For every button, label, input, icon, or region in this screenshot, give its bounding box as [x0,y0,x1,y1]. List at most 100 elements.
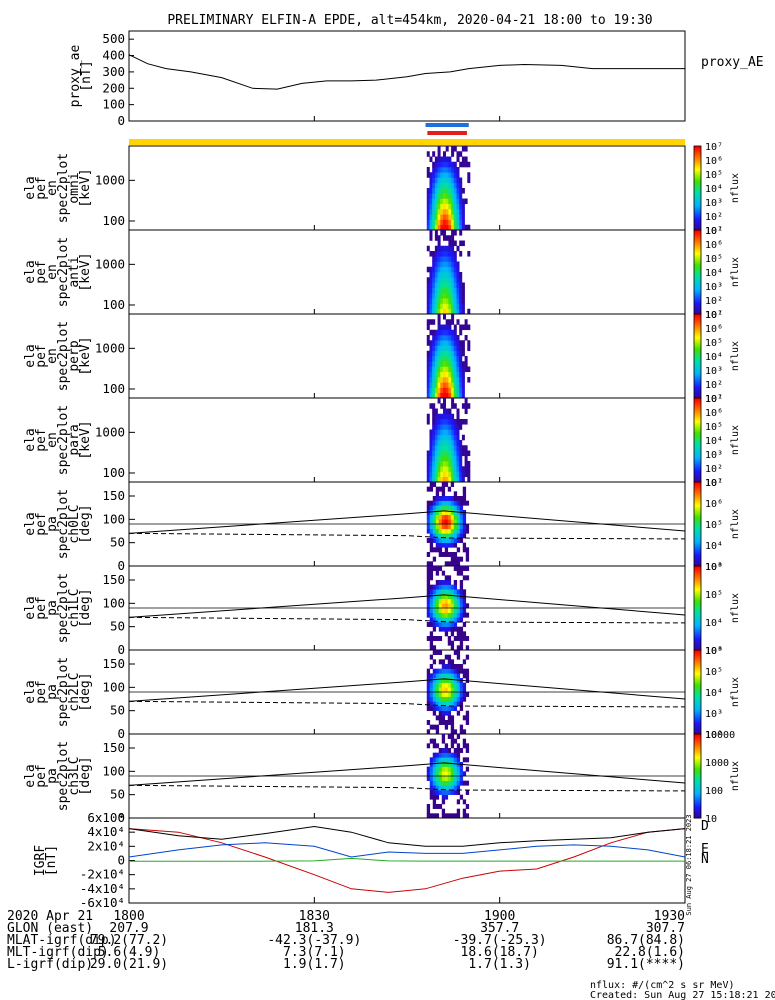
ch0LC-cell [459,528,464,534]
perp-cell [440,350,444,357]
ch2LC-colorbar-cell [694,679,701,682]
ch2LC-colorbar-cell [694,706,701,708]
ch1LC-cell [444,603,449,609]
para-colorbar-cell [694,448,701,451]
ch1LC-cell [450,631,455,637]
anti-cell [445,266,449,273]
anti-cell [461,287,465,294]
ch0LC-colorbar-cell [694,491,701,494]
ch2LC-cell [459,696,464,702]
omni-cell [426,188,430,194]
ch2LC-cell [432,692,437,697]
omni-cell [432,161,436,168]
perp-colorbar-cell [694,323,701,326]
perp-colorbar-cell [694,378,701,381]
ch0LC-cell [432,519,437,525]
para-cell [448,450,452,457]
anti-cell [442,235,446,241]
omni-cell [432,167,436,173]
anti-cell [453,261,457,268]
ch3LC-colorbar-cell [694,797,701,799]
ch2LC-colorbar-cell [694,713,701,715]
anti-cell [453,293,457,299]
omni-cell [429,209,433,215]
ch0LC-cbar-tick-label: 10⁴ [705,541,723,552]
anti-cell [448,277,452,283]
perp-colorbar-cell [694,319,701,322]
anti-cell [432,282,436,289]
ch1LC-colorbar-cell [694,608,701,610]
ch3LC-colorbar-cell [694,734,701,736]
para-colorbar-cell [694,454,701,456]
ch0LC-cell [438,486,443,492]
ch0LC-ylabel: pef [34,512,49,535]
perp-colorbar-cell [694,335,701,337]
omni-cell [451,151,455,157]
para-cell [429,429,433,436]
ch1LC-cell [450,640,455,646]
omni-cell [451,182,455,189]
ch3LC-cell [459,776,464,781]
para-colorbar-cell [694,410,701,413]
omni-cell [445,156,449,163]
ch2LC-cell [453,650,458,655]
ch3LC-cell [429,776,434,781]
anti-cell [459,303,463,310]
ch0LC-cell [438,496,443,501]
anti-cell [456,308,460,315]
ch0LC-colorbar-cell [694,549,701,552]
ch1LC-colorbar-cell [694,629,701,631]
ch3LC-cell [435,762,440,767]
para-cell [437,461,441,467]
ch1LC-cell [453,589,458,595]
omni-colorbar-cell [694,224,701,227]
ch3LC-cell [447,813,452,819]
anti-cbar-tick-label: 10³ [705,282,723,293]
ch3LC-cell [426,808,431,814]
perp-cell [448,319,452,325]
ch3LC-cell [432,762,437,767]
ch2LC-cell [441,692,446,697]
para-cell [467,461,471,467]
perp-cell [426,366,430,373]
ch2LC-colorbar-cell [694,664,701,666]
ch3LC-colorbar-cell [694,753,701,756]
perp-cell [445,324,449,331]
omni-cell [459,188,463,194]
omni-cell [445,224,449,231]
anti-cell [461,240,465,247]
ch0LC-cell [465,556,470,562]
para-cell [442,408,446,415]
omni-cell [451,188,455,194]
perp-cell [434,340,438,346]
perp-cell [456,371,460,378]
ch0LC-cell [444,528,449,534]
anti-cell [451,256,455,262]
omni-cell [426,209,430,215]
perp-colorbar-cell [694,340,701,343]
ch1LC-cell [450,622,455,627]
ch0LC-cell [432,538,437,543]
omni-cell [453,161,457,168]
omni-cell [451,198,455,205]
anti-cell [448,261,452,268]
ch0LC-cell [450,533,455,539]
ch1LC-colorbar-cell [694,609,701,612]
perp-cell [445,335,449,341]
perp-colorbar-cell [694,372,701,375]
ch3LC-cell [450,752,455,758]
ch3LC-cell [450,771,455,777]
ch0LC-cell [435,542,440,548]
ch3LC-cell [453,785,458,791]
omni-frame [128,145,686,231]
omni-cell [432,182,436,189]
anti-cell [437,256,441,262]
ch2LC-cell [429,701,434,707]
anti-cell [437,303,441,310]
ch1LC-cell [462,612,467,618]
para-cell [456,408,460,415]
ch1LC-colorbar-cell [694,634,701,637]
omni-colorbar-cell [694,158,701,161]
perp-cell [467,324,471,331]
ch0LC-colorbar-cell [694,539,701,542]
